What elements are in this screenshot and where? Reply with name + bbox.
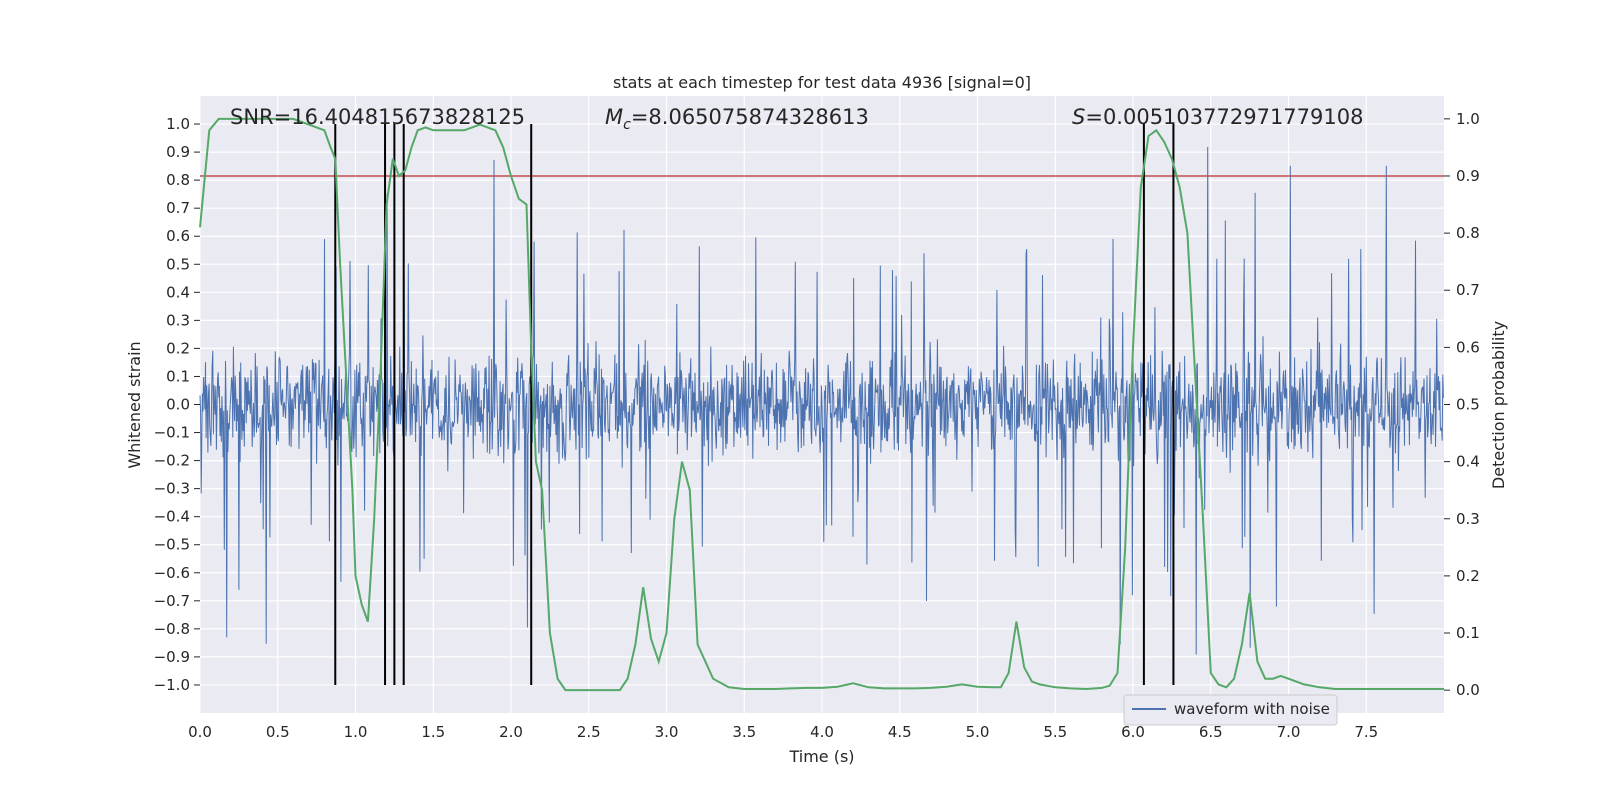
y-right-tick-label: 0.8 [1456,224,1480,242]
y-right-tick-label: 0.7 [1456,281,1480,299]
x-tick-label: 4.5 [888,723,912,741]
y-right-tick-label: 0.9 [1456,167,1480,185]
x-tick-label: 0.5 [266,723,290,741]
y-axis-label: Whitened strain [125,341,144,468]
y-tick-label: −0.7 [154,592,190,610]
y-right-tick-label: 0.4 [1456,453,1480,471]
x-axis-label: Time (s) [788,747,854,766]
y-right-ticks: 1.0 0.9 0.8 0.7 0.6 0.5 0.4 0.3 0.2 0.1 0.0 [1444,110,1480,699]
y-right-tick-label: 0.0 [1456,681,1480,699]
y-right-tick-label: 0.3 [1456,510,1480,528]
y-tick-label: 0.3 [166,311,190,329]
x-tick-label: 2.0 [499,723,523,741]
y-right-tick-label: 0.6 [1456,338,1480,356]
detection-probability-line [199,117,1444,692]
y-right-tick-label: 0.2 [1456,567,1480,585]
x-tick-label: 2.5 [577,723,601,741]
x-tick-label: 3.0 [655,723,679,741]
y-tick-label: 0.8 [166,171,190,189]
y-tick-label: 0.6 [166,227,190,245]
snr-annotation: SNR=16.404815673828125 [230,105,525,129]
legend: waveform with noise [1123,694,1338,726]
s-annotation: S=0.005103772971779108 [1072,105,1363,129]
y-ticks: 1.0 0.9 0.8 0.7 0.6 0.5 0.4 0.3 0.2 0.1 0.0 −0.1 −0.… [154,115,200,694]
y-tick-label: −0.9 [154,648,190,666]
waveform-line [199,146,1444,655]
y-tick-label: −0.8 [154,620,190,638]
x-tick-label: 6.5 [1199,723,1223,741]
chart-title: stats at each timestep for test data 493… [613,73,1031,92]
y-tick-label: −0.1 [154,424,190,442]
y-right-tick-label: 1.0 [1456,110,1480,128]
x-tick-label: 5.0 [966,723,990,741]
x-tick-label: 0.0 [188,723,212,741]
y-tick-label: 0.7 [166,199,190,217]
legend-box [1123,694,1338,726]
x-tick-label: 4.0 [810,723,834,741]
y-tick-label: 0.9 [166,143,190,161]
x-tick-label: 1.5 [421,723,445,741]
y-tick-label: 0.2 [166,339,190,357]
y-tick-label: −0.6 [154,564,190,582]
y-right-tick-label: 0.1 [1456,624,1480,642]
x-tick-label: 7.0 [1277,723,1301,741]
y-right-axis-label: Detection probability [1489,321,1508,489]
y-tick-label: 0.0 [166,396,190,414]
waveform-series [199,146,1444,655]
y-tick-label: −0.3 [154,480,190,498]
chirp-mass-annotation: Mc=8.065075874328613 [605,105,869,133]
y-tick-label: 1.0 [166,115,190,133]
detection-markers [334,124,1175,685]
x-tick-label: 7.5 [1354,723,1378,741]
y-tick-label: 0.5 [166,255,190,273]
y-tick-label: −0.2 [154,452,190,470]
x-tick-label: 6.0 [1121,723,1145,741]
y-right-tick-label: 0.5 [1456,396,1480,414]
y-tick-label: −1.0 [154,676,190,694]
y-tick-label: 0.1 [166,367,190,385]
y-tick-label: 0.4 [166,283,190,301]
x-tick-label: 1.0 [344,723,368,741]
y-tick-label: −0.4 [154,508,190,526]
y-tick-label: −0.5 [154,536,190,554]
legend-label: waveform with noise [1174,700,1330,718]
x-tick-label: 5.5 [1043,723,1067,741]
x-tick-label: 3.5 [732,723,756,741]
x-ticks: 0.0 0.5 1.0 1.5 2.0 2.5 3.0 3.5 4.0 4.5 5.0 5.5 6.0 6… [188,723,1378,741]
